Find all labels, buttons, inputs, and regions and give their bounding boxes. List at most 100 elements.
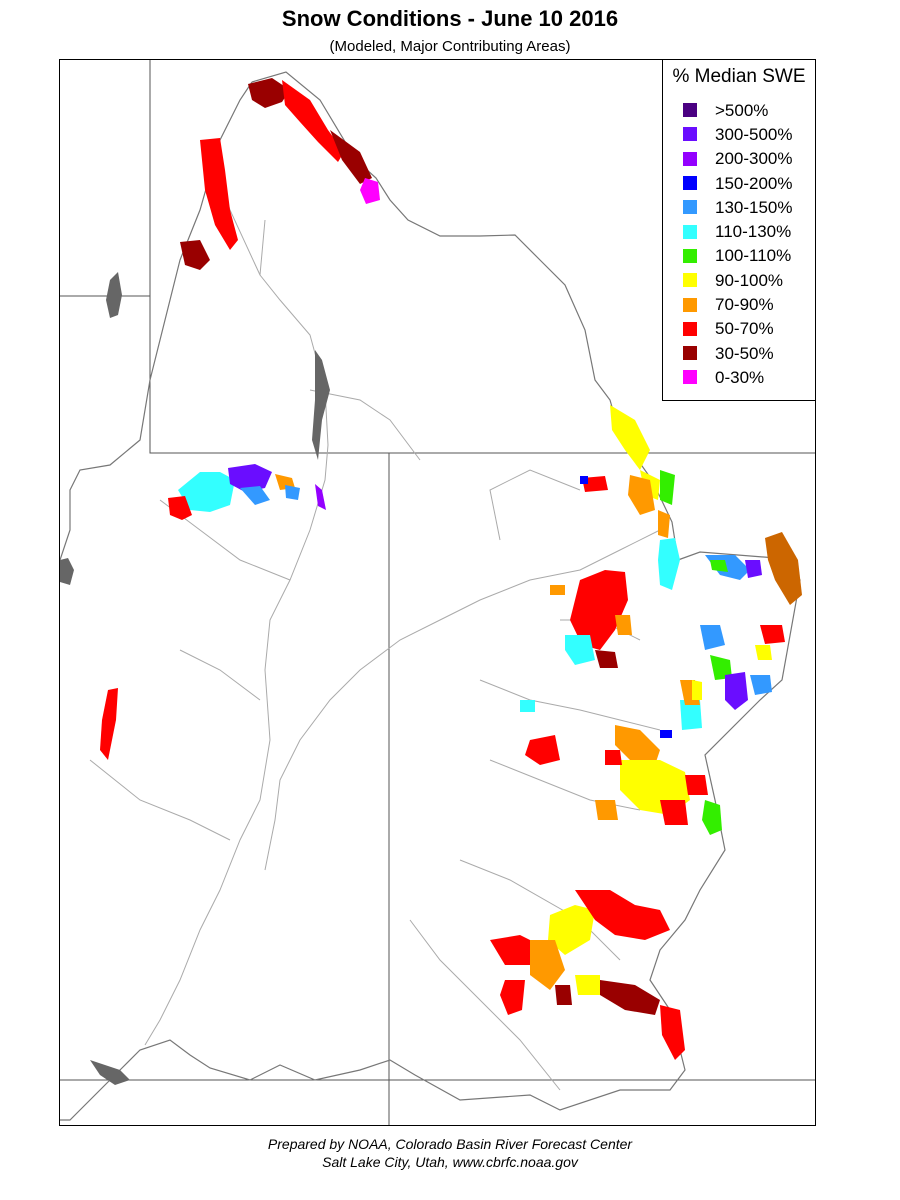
patch-90-100-co-4 xyxy=(692,680,702,700)
legend-items: >500% 300-500% 200-300% 150-200% 130-150… xyxy=(683,98,793,390)
patch-110-130-yampa xyxy=(565,635,595,665)
legend-swatch xyxy=(683,176,697,191)
patch-90-100-sanjuan xyxy=(548,905,595,955)
tributary-10 xyxy=(309,389,421,461)
patch-130-150-uinta-east xyxy=(285,485,300,500)
legend-label: 150-200% xyxy=(715,173,793,193)
legend-swatch xyxy=(683,248,697,263)
patch-50-70-sanjuan xyxy=(575,890,670,940)
patch-90-100-sanjuan2 xyxy=(575,975,600,995)
wyoming-boundary xyxy=(149,60,815,454)
tributary-8 xyxy=(179,649,261,701)
legend-swatch xyxy=(683,127,697,142)
legend-label: 70-90% xyxy=(715,295,774,315)
patch-130-150-co-4 xyxy=(750,675,772,695)
patch-90-100-co-3 xyxy=(755,645,772,660)
patch-110-130-uinta xyxy=(178,472,235,512)
patch-50-70-wy-west xyxy=(200,138,238,250)
patch-30-50-wy-ridge xyxy=(330,130,372,184)
patch-50-70-gunnison2 xyxy=(660,800,688,825)
legend-swatch xyxy=(683,224,697,239)
patch-150-200-co-north xyxy=(580,476,588,484)
lakes xyxy=(60,272,330,1085)
legend-item: >500% xyxy=(683,98,793,122)
state-boundaries xyxy=(60,60,815,1125)
patch-70-90-gunnison2 xyxy=(595,800,618,820)
patch-110-130-co-4 xyxy=(680,700,702,730)
legend-item: 70-90% xyxy=(683,292,793,316)
patch-90-100-co-north xyxy=(610,405,650,470)
colorado-river xyxy=(264,529,661,871)
legend-item: 90-100% xyxy=(683,268,793,292)
patch-50-70-wasatch xyxy=(100,688,118,760)
patch-50-70-gunnison xyxy=(605,750,622,765)
green-river xyxy=(144,219,329,1046)
legend-label: 110-130% xyxy=(715,222,792,242)
bear-lake xyxy=(106,272,122,318)
map-subtitle: (Modeled, Major Contributing Areas) xyxy=(329,38,571,55)
patch-30-50-yampa xyxy=(595,650,618,668)
patch-50-70-uinta xyxy=(168,496,192,520)
patch-110-130-co-1 xyxy=(658,538,680,590)
legend-title: % Median SWE xyxy=(672,66,806,87)
tributary-6 xyxy=(459,859,621,961)
patch-100-110-co-north xyxy=(660,470,675,505)
tributary-5 xyxy=(489,759,641,811)
patch-70-90-yampa xyxy=(615,615,632,635)
footer-credit: Prepared by NOAA, Colorado Basin River F… xyxy=(267,1136,633,1152)
patch-130-150-co-3 xyxy=(700,625,725,650)
tributary-7 xyxy=(409,919,561,1091)
patch-50-70-sanjuan2 xyxy=(490,935,540,965)
legend-item: 130-150% xyxy=(683,195,793,219)
lake-powell xyxy=(90,1060,130,1085)
patch-300-500-uinta xyxy=(228,464,272,492)
legend-item: 300-500% xyxy=(683,122,793,146)
reservoir-west xyxy=(60,558,74,585)
patch-30-50-wy-north xyxy=(248,78,290,108)
legend-swatch xyxy=(683,273,697,288)
legend-label: >500% xyxy=(715,100,769,120)
patch-0-30-wy xyxy=(360,178,380,204)
patch-100-110-gunnison xyxy=(702,800,722,835)
legend-item: 30-50% xyxy=(683,341,793,365)
patch-200-300-uinta xyxy=(315,484,326,510)
legend-swatch xyxy=(683,200,697,215)
legend-item: 200-300% xyxy=(683,147,793,171)
patch-50-70-co-north xyxy=(582,476,608,492)
legend-label: 130-150% xyxy=(715,197,793,217)
patch-300-500-co-2 xyxy=(745,560,762,578)
legend-swatch xyxy=(683,151,697,166)
patch-50-70-sanjuan4 xyxy=(500,980,525,1015)
tributary-3 xyxy=(489,469,581,541)
patch-110-130-sm xyxy=(520,700,535,712)
map-title: Snow Conditions - June 10 2016 xyxy=(281,6,619,31)
patch-150-200-co-4 xyxy=(660,730,672,738)
map-legend: % Median SWE >500% 300-500% 200-300% 150… xyxy=(662,59,816,401)
patch-30-50-sanjuan xyxy=(555,985,572,1005)
patch-70-90-sanjuan xyxy=(530,940,565,990)
snow-patches xyxy=(100,78,802,1060)
patch-70-90-co-2 xyxy=(765,532,802,605)
legend-swatch xyxy=(683,321,697,336)
patch-70-90-co-north xyxy=(628,475,655,515)
legend-swatch xyxy=(683,297,697,312)
legend-item: 100-110% xyxy=(683,244,793,268)
legend-swatch xyxy=(683,346,697,361)
patch-70-90-gunnison xyxy=(615,725,660,765)
patch-50-70-sm2 xyxy=(525,735,560,765)
flaming-gorge xyxy=(312,350,330,460)
legend-label: 30-50% xyxy=(715,343,774,363)
patch-50-70-wy-north xyxy=(282,80,344,162)
patch-130-150-uinta xyxy=(240,486,270,505)
legend-swatch xyxy=(683,103,697,118)
patch-70-90-co-1 xyxy=(658,510,670,538)
basin-map xyxy=(60,60,815,1125)
legend-swatch xyxy=(683,370,697,385)
legend-label: 90-100% xyxy=(715,270,784,290)
patch-50-70-co-3 xyxy=(760,625,785,644)
patch-100-110-co-3 xyxy=(710,655,732,680)
patch-30-50-sanjuan2 xyxy=(600,980,660,1015)
patch-50-70-yampa xyxy=(570,570,628,650)
legend-label: 300-500% xyxy=(715,124,793,144)
patch-50-70-gunnison3 xyxy=(685,775,708,795)
